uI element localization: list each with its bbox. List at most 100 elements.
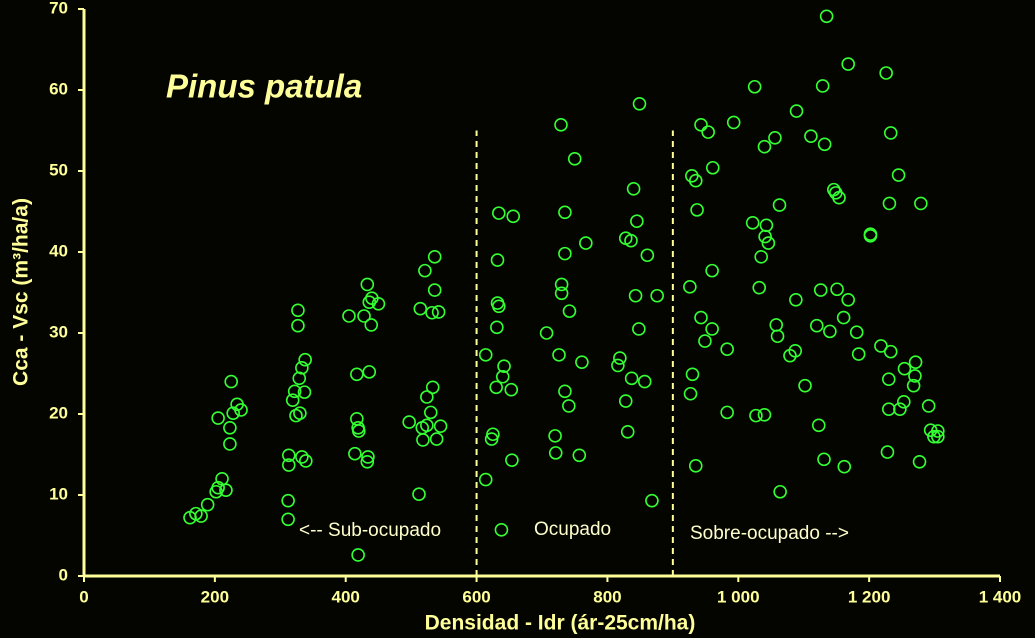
chart-title: Pinus patula — [166, 68, 362, 105]
point — [768, 130, 782, 145]
point — [548, 429, 562, 443]
x-tick-label: 200 — [201, 587, 229, 606]
point — [897, 361, 912, 376]
point — [705, 160, 720, 175]
point — [495, 369, 510, 384]
point — [425, 305, 439, 320]
point — [506, 209, 521, 224]
point — [632, 322, 646, 336]
point — [688, 173, 703, 188]
point — [194, 509, 208, 523]
point — [757, 408, 772, 422]
point — [630, 214, 644, 229]
point — [416, 433, 430, 447]
point — [624, 233, 638, 248]
point — [494, 523, 509, 537]
y-tick-label: 30 — [49, 322, 68, 341]
point — [292, 371, 307, 386]
point — [705, 322, 719, 336]
point — [293, 406, 307, 420]
point — [554, 286, 569, 301]
point — [745, 216, 760, 230]
point — [429, 432, 444, 446]
point — [200, 497, 215, 512]
point — [769, 318, 784, 332]
point — [772, 198, 787, 212]
point — [650, 288, 664, 303]
point — [690, 203, 704, 217]
point — [427, 250, 442, 264]
point — [492, 206, 506, 220]
point — [752, 280, 767, 295]
point — [754, 250, 768, 264]
point — [567, 152, 582, 166]
x-tick-label: 600 — [462, 587, 490, 606]
point — [819, 9, 834, 24]
point — [360, 454, 375, 469]
point — [645, 493, 659, 508]
point — [558, 246, 572, 261]
point — [770, 329, 785, 344]
point — [749, 408, 763, 423]
point — [297, 385, 312, 399]
point — [908, 369, 922, 383]
point — [837, 459, 852, 474]
x-tick-label: 800 — [593, 587, 621, 606]
point — [223, 420, 237, 435]
point — [287, 384, 302, 399]
point — [874, 339, 888, 353]
point — [851, 347, 866, 361]
point — [815, 79, 830, 93]
point — [688, 459, 703, 473]
point — [637, 374, 652, 389]
point — [789, 104, 804, 118]
point — [478, 348, 493, 362]
point — [226, 406, 240, 420]
point — [912, 454, 927, 469]
point — [489, 380, 504, 395]
point — [879, 66, 893, 80]
point — [720, 405, 734, 420]
point — [881, 402, 896, 416]
point — [554, 277, 569, 292]
point — [423, 405, 438, 420]
point — [804, 129, 818, 143]
point — [478, 472, 493, 487]
point — [342, 309, 356, 323]
y-tick-label: 50 — [49, 160, 68, 179]
point — [539, 326, 554, 340]
point — [418, 263, 432, 278]
point — [809, 318, 824, 333]
point — [552, 348, 566, 362]
point — [817, 137, 832, 152]
point — [364, 318, 379, 332]
point — [490, 253, 505, 267]
point — [683, 280, 697, 294]
point — [291, 303, 305, 318]
x-axis-title: Densidad - Idr (ár-25cm/ha) — [425, 612, 696, 635]
point — [880, 445, 895, 459]
point — [685, 367, 700, 382]
point — [579, 236, 593, 250]
point — [698, 334, 712, 348]
point — [425, 380, 440, 395]
point — [420, 390, 434, 404]
point — [914, 196, 928, 211]
point — [558, 205, 572, 220]
point — [908, 355, 923, 369]
point — [413, 301, 428, 316]
point — [883, 344, 898, 359]
point — [705, 263, 719, 278]
annotation: Sobre-ocupado --> — [690, 523, 849, 544]
point — [817, 452, 831, 467]
point — [832, 190, 846, 205]
point — [299, 454, 313, 468]
point — [720, 342, 734, 357]
point — [841, 57, 856, 71]
point — [558, 384, 572, 399]
point — [882, 196, 897, 211]
point — [350, 367, 364, 382]
point — [640, 248, 655, 263]
point — [921, 399, 936, 413]
